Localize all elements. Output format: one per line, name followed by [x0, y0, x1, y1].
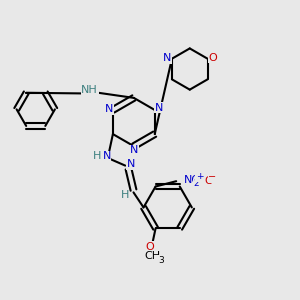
- Text: H: H: [121, 190, 129, 200]
- Text: H: H: [93, 151, 101, 161]
- Text: O: O: [208, 52, 217, 62]
- Text: O: O: [204, 176, 213, 186]
- Text: +: +: [196, 172, 203, 181]
- Text: N: N: [130, 145, 139, 155]
- Text: N: N: [105, 104, 113, 114]
- Text: NO: NO: [184, 175, 201, 185]
- Text: 2: 2: [194, 179, 199, 188]
- Text: N: N: [103, 151, 111, 161]
- Text: O: O: [145, 242, 154, 252]
- Text: N: N: [163, 53, 171, 63]
- Text: NH: NH: [81, 85, 98, 95]
- Text: N: N: [127, 159, 135, 170]
- Text: 3: 3: [158, 256, 164, 265]
- Text: N: N: [154, 103, 163, 112]
- Text: −: −: [208, 172, 216, 182]
- Text: CH: CH: [144, 251, 160, 261]
